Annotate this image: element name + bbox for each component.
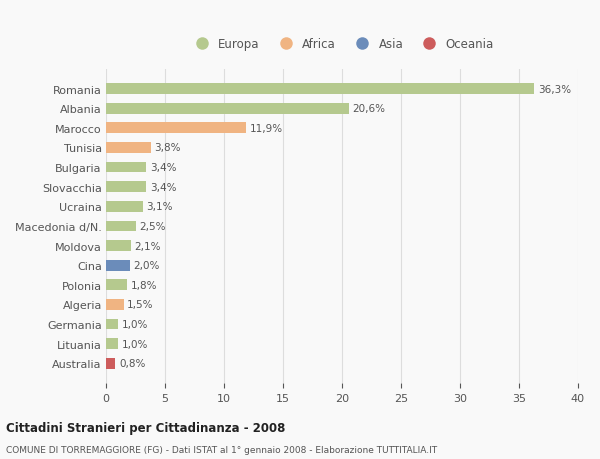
- Text: 3,1%: 3,1%: [146, 202, 173, 212]
- Text: 2,0%: 2,0%: [133, 261, 160, 270]
- Text: 1,5%: 1,5%: [127, 300, 154, 310]
- Bar: [106, 104, 349, 114]
- Bar: [106, 162, 146, 173]
- Text: Cittadini Stranieri per Cittadinanza - 2008: Cittadini Stranieri per Cittadinanza - 2…: [6, 421, 286, 434]
- Bar: [106, 202, 143, 212]
- Text: 11,9%: 11,9%: [250, 123, 283, 134]
- Bar: [106, 280, 127, 291]
- Bar: [106, 299, 124, 310]
- Bar: [106, 338, 118, 349]
- Bar: [106, 319, 118, 330]
- Bar: [106, 84, 534, 95]
- Text: 2,5%: 2,5%: [139, 221, 166, 231]
- Text: 1,0%: 1,0%: [121, 319, 148, 329]
- Text: 3,8%: 3,8%: [154, 143, 181, 153]
- Text: COMUNE DI TORREMAGGIORE (FG) - Dati ISTAT al 1° gennaio 2008 - Elaborazione TUTT: COMUNE DI TORREMAGGIORE (FG) - Dati ISTA…: [6, 445, 437, 454]
- Text: 3,4%: 3,4%: [149, 163, 176, 173]
- Text: 2,1%: 2,1%: [134, 241, 161, 251]
- Text: 20,6%: 20,6%: [353, 104, 386, 114]
- Bar: [106, 123, 247, 134]
- Text: 1,8%: 1,8%: [131, 280, 157, 290]
- Bar: [106, 241, 131, 252]
- Text: 36,3%: 36,3%: [538, 84, 571, 95]
- Bar: [106, 143, 151, 154]
- Bar: [106, 182, 146, 193]
- Text: 1,0%: 1,0%: [121, 339, 148, 349]
- Bar: [106, 221, 136, 232]
- Text: 3,4%: 3,4%: [149, 182, 176, 192]
- Text: 0,8%: 0,8%: [119, 358, 145, 369]
- Bar: [106, 260, 130, 271]
- Bar: [106, 358, 115, 369]
- Legend: Europa, Africa, Asia, Oceania: Europa, Africa, Asia, Oceania: [190, 38, 494, 51]
